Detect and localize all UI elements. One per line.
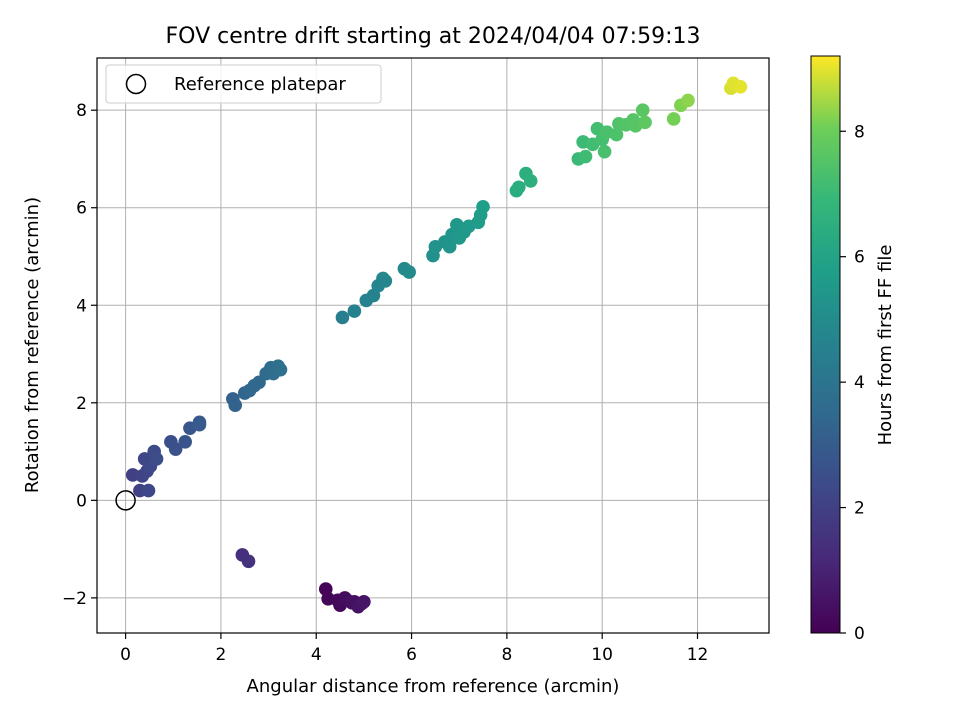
data-point [666,112,681,126]
colorbar-ticks: 0 2 4 6 8 [840,122,865,644]
x-tick-label: 2 [216,645,227,665]
data-point [597,144,612,159]
y-tick-label: 8 [76,101,87,121]
legend-label-reference: Reference platepar [174,74,346,95]
y-axis-label: Rotation from reference (arcmin) [22,197,43,493]
data-point [241,554,256,569]
grid-lines [97,58,769,633]
legend-marker-reference [125,73,147,95]
data-point [192,417,207,432]
y-tick-label: −2 [62,589,87,609]
colorbar-tick-label: 2 [854,499,865,519]
y-axis-ticks: −2 0 2 4 6 8 [62,101,97,609]
colorbar: 0 2 4 6 8 Hours from first FF file [810,55,896,644]
x-axis-label: Angular distance from reference (arcmin) [247,676,620,697]
x-axis-ticks: 0 2 4 6 8 10 12 [120,633,708,665]
data-point [335,310,350,325]
y-tick-label: 4 [76,296,87,316]
axes-frame [96,57,770,634]
data-point [442,239,457,254]
data-point [523,174,538,188]
data-point [149,452,164,466]
legend: Reference platepar [105,64,382,104]
data-point [168,442,183,456]
data-point [347,304,362,318]
x-tick-label: 4 [311,645,322,665]
data-point [273,362,288,377]
data-point [733,79,748,94]
y-tick-label: 0 [76,491,87,511]
x-tick-label: 0 [120,645,131,665]
data-point [378,274,393,288]
data-point [402,265,416,279]
y-tick-label: 2 [76,394,87,414]
reference-platepar-marker [115,490,136,511]
data-point [141,483,156,498]
data-point [681,93,695,108]
x-tick-label: 10 [591,645,613,665]
data-point [638,115,652,130]
data-point [609,127,624,142]
data-point [635,103,650,117]
chart-title: FOV centre drift starting at 2024/04/04 … [166,24,701,49]
data-point [228,398,243,413]
x-tick-label: 6 [406,645,417,665]
colorbar-label: Hours from first FF file [875,245,896,446]
x-tick-label: 8 [501,645,512,665]
colorbar-gradient [810,55,841,634]
x-tick-label: 12 [687,645,709,665]
colorbar-tick-label: 0 [854,624,865,644]
data-point [178,435,192,449]
colorbar-tick-label: 4 [854,373,865,393]
y-tick-label: 6 [76,199,87,219]
legend-box [105,64,382,104]
plot-area [96,57,770,634]
colorbar-tick-label: 6 [854,248,865,268]
scatter-points [125,76,748,614]
data-point [476,199,490,214]
colorbar-tick-label: 8 [854,122,865,142]
data-point [578,149,593,164]
data-point [357,594,371,609]
data-point [511,180,526,195]
